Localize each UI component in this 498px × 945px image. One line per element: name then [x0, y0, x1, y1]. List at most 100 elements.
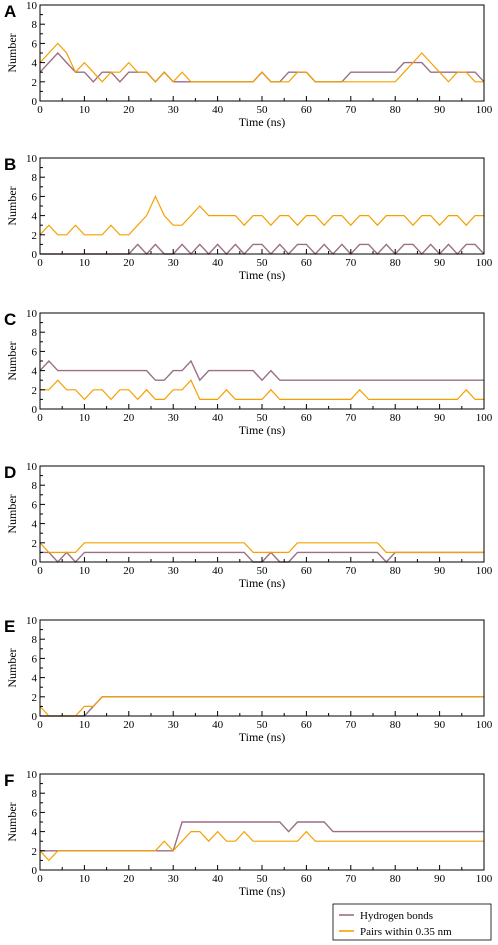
x-tick-label-b: 70: [345, 257, 357, 269]
x-axis-title-d: Time (ns): [239, 576, 286, 590]
y-tick-label-c: 4: [32, 366, 38, 378]
series-line-pairs-d: [39, 542, 484, 554]
x-tick-label-e: 30: [168, 719, 180, 731]
panel-letter-b: B: [4, 155, 16, 174]
y-tick-label-b: 0: [32, 249, 38, 261]
x-tick-label-c: 90: [434, 412, 446, 424]
x-tick-label-b: 0: [37, 257, 43, 269]
series-line-pairs-c: [40, 379, 484, 401]
x-tick-label-b: 100: [476, 257, 493, 269]
y-tick-label-b: 4: [32, 211, 38, 223]
x-tick-label-d: 10: [79, 565, 91, 577]
x-tick-label-f: 40: [212, 873, 224, 885]
x-tick-label-c: 60: [301, 412, 313, 424]
plot-frame-e: [39, 619, 485, 717]
y-tick-label-c: 10: [26, 308, 38, 320]
x-tick-label-a: 30: [168, 104, 180, 116]
y-tick-label-d: 0: [32, 557, 38, 569]
y-tick-label-e: 8: [32, 634, 38, 646]
x-tick-label-a: 80: [390, 104, 402, 116]
x-tick-label-e: 100: [476, 719, 493, 731]
x-tick-label-b: 10: [79, 257, 91, 269]
series-line-hydrogen-bonds-c: [39, 359, 484, 382]
y-tick-label-b: 8: [32, 172, 38, 184]
x-tick-label-d: 80: [390, 565, 402, 577]
legend: Hydrogen bonds Pairs within 0.35 nm: [332, 903, 492, 941]
y-tick-label-f: 8: [32, 788, 38, 800]
x-tick-label-f: 60: [301, 873, 313, 885]
x-tick-label-f: 100: [476, 873, 493, 885]
x-tick-label-a: 70: [345, 104, 357, 116]
y-tick-label-c: 2: [32, 385, 38, 397]
x-tick-label-b: 60: [301, 257, 313, 269]
y-tick-label-d: 4: [32, 519, 38, 531]
x-tick-label-d: 50: [257, 565, 269, 577]
y-axis-title-c: Number: [5, 341, 19, 380]
y-tick-label-f: 6: [32, 807, 38, 819]
y-tick-label-f: 2: [32, 846, 38, 858]
panel-letter-e: E: [4, 617, 15, 636]
y-tick-label-a: 4: [32, 58, 38, 70]
y-axis-title-a: Number: [5, 33, 19, 72]
x-tick-label-b: 20: [123, 257, 135, 269]
x-tick-label-c: 40: [212, 412, 224, 424]
x-tick-label-c: 100: [476, 412, 493, 424]
x-tick-label-f: 80: [390, 873, 402, 885]
y-tick-label-d: 8: [32, 480, 38, 492]
x-tick-label-e: 40: [212, 719, 224, 731]
y-tick-label-a: 2: [32, 77, 38, 89]
y-tick-label-a: 8: [32, 19, 38, 31]
x-tick-label-e: 80: [390, 719, 402, 731]
x-tick-label-f: 10: [79, 873, 91, 885]
panel-c: 0 10 20 30 40 50 60 70 80 90 100 0 2 4 6 8 10 Time (ns) Nu…: [4, 308, 493, 437]
y-axis-title-b: Number: [5, 186, 19, 225]
x-tick-label-d: 100: [476, 565, 493, 577]
x-axis-title-b: Time (ns): [239, 268, 286, 282]
y-tick-label-e: 10: [26, 615, 38, 627]
series-line-pairs-a: [39, 42, 484, 83]
series-line-pairs-b: [39, 194, 484, 236]
y-tick-label-b: 10: [26, 153, 38, 165]
x-tick-label-f: 50: [257, 873, 269, 885]
y-tick-label-c: 8: [32, 327, 38, 339]
y-tick-label-f: 0: [32, 865, 38, 877]
series-line-hydrogen-bonds-f: [40, 821, 484, 852]
y-tick-label-b: 6: [32, 191, 38, 203]
x-tick-label-a: 40: [212, 104, 224, 116]
x-tick-label-c: 50: [257, 412, 269, 424]
plot-frame-b: [39, 157, 485, 255]
x-axis-title-e: Time (ns): [239, 730, 286, 744]
plot-frame-a: [39, 4, 485, 102]
panel-f: 0 10 20 30 40 50 60 70 80 90 100 0 2 4 6 8 10 Time (ns) Nu…: [4, 769, 493, 898]
x-tick-label-d: 20: [123, 565, 135, 577]
y-tick-label-d: 2: [32, 538, 38, 550]
x-tick-label-b: 30: [168, 257, 180, 269]
y-tick-label-f: 10: [26, 769, 38, 781]
x-tick-label-e: 60: [301, 719, 313, 731]
y-tick-label-e: 2: [32, 692, 38, 704]
plot-frame-d: [39, 465, 485, 563]
x-tick-label-a: 60: [301, 104, 313, 116]
x-axis-title-c: Time (ns): [239, 423, 286, 437]
x-tick-label-d: 30: [168, 565, 180, 577]
y-tick-label-c: 6: [32, 346, 38, 358]
x-tick-label-d: 60: [301, 565, 313, 577]
y-tick-label-a: 10: [26, 0, 38, 12]
legend-label-hydrogen-bonds: Hydrogen bonds: [360, 910, 433, 922]
y-tick-label-a: 0: [32, 96, 38, 108]
x-tick-label-f: 70: [345, 873, 357, 885]
x-tick-label-c: 20: [123, 412, 135, 424]
series-line-pairs-e: [39, 696, 484, 717]
series-line-pairs-f: [39, 830, 484, 862]
x-tick-label-a: 10: [79, 104, 91, 116]
y-axis-title-e: Number: [5, 648, 19, 687]
x-axis-title-f: Time (ns): [239, 884, 286, 898]
x-tick-label-f: 90: [434, 873, 446, 885]
x-tick-label-e: 70: [345, 719, 357, 731]
panel-letter-c: C: [4, 310, 16, 329]
x-tick-label-b: 50: [257, 257, 269, 269]
x-tick-label-d: 40: [212, 565, 224, 577]
panel-a: 0 10 20 30 40 50 60 70 80 90 100 0 2 4 6 8 10 Time (ns) Nu…: [4, 0, 493, 129]
